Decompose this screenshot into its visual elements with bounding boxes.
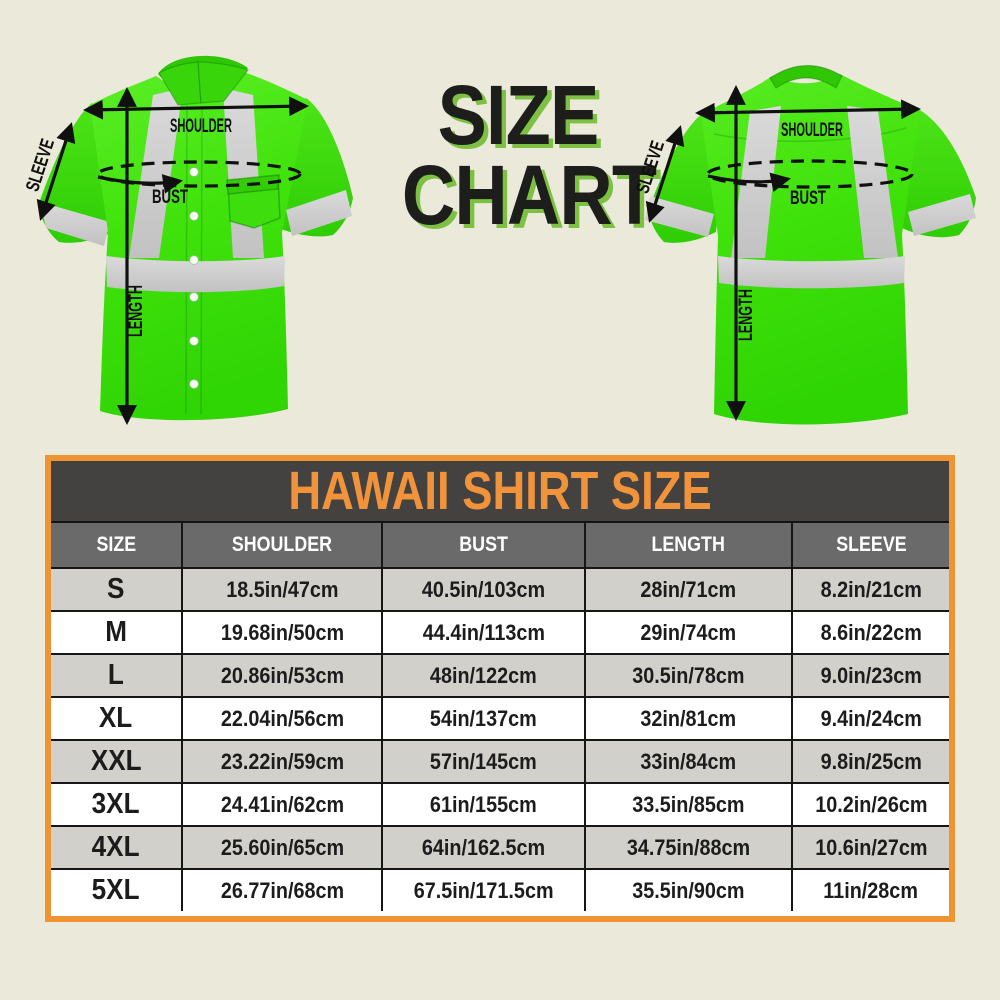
measure-cell: 24.41in/62cm: [181, 782, 383, 827]
measure-cell: 30.5in/78cm: [584, 653, 793, 698]
table-row: 5XL 26.77in/68cm 67.5in/171.5cm 35.5in/90cm…: [51, 868, 949, 912]
front-waist-stripe: [106, 256, 285, 293]
size-cell: M: [51, 610, 183, 655]
measure-cell: 33.5in/85cm: [584, 782, 793, 827]
measure-cell: 9.4in/24cm: [791, 696, 949, 741]
table-title: HAWAII SHIRT SIZE: [288, 461, 712, 521]
shirt-front-graphic: [38, 55, 353, 421]
column-header-size: SIZE: [51, 522, 183, 569]
measure-cell: 11in/28cm: [791, 868, 949, 912]
back-bust-ellipse: [706, 159, 914, 189]
page-title: SIZE CHART: [386, 68, 657, 242]
front-sleeve-arrow: [36, 122, 76, 221]
shirt-back-diagram: SHOULDER BUST SLEEVE LENGTH: [632, 64, 976, 425]
measure-cell: 33in/84cm: [584, 739, 793, 784]
measure-cell: 34.75in/88cm: [584, 825, 793, 870]
column-header-sleeve: SLEEVE: [791, 522, 949, 569]
back-waist-stripe: [718, 256, 905, 289]
measure-cell: 32in/81cm: [584, 696, 793, 741]
back-bust-arrow: [707, 172, 791, 193]
page-title-line1: SIZE: [437, 68, 600, 162]
measure-cell: 10.6in/27cm: [791, 825, 949, 870]
size-cell: 4XL: [51, 825, 183, 870]
measure-cell: 8.6in/22cm: [791, 610, 949, 655]
table-row: M 19.68in/50cm 44.4in/113cm 29in/74cm 8.6in/…: [51, 610, 949, 655]
column-header-bust: BUST: [381, 522, 586, 569]
table-row: XL 22.04in/56cm 54in/137cm 32in/81cm 9.4in/2…: [51, 696, 949, 741]
measure-cell: 35.5in/90cm: [584, 868, 793, 912]
table-row: L 20.86in/53cm 48in/122cm 30.5in/78cm 9.0in/…: [51, 653, 949, 698]
measure-cell: 22.04in/56cm: [181, 696, 383, 741]
table-row: 4XL 25.60in/65cm 64in/162.5cm 34.75in/88cm 1…: [51, 825, 949, 870]
measure-cell: 28in/71cm: [584, 567, 793, 612]
front-collar-right-flap: [197, 61, 249, 104]
measure-cell: 9.0in/23cm: [791, 653, 949, 698]
shirt-front-diagram: SHOULDER BUST SLEEVE LENGTH: [22, 55, 353, 425]
size-table-grid: SIZE SHOULDER BUST LENGTH SLEEVE S 18.5in…: [51, 522, 949, 912]
size-cell: 5XL: [51, 868, 183, 912]
measure-cell: 23.22in/59cm: [181, 739, 383, 784]
table-row: 3XL 24.41in/62cm 61in/155cm 33.5in/85cm 10.2…: [51, 782, 949, 827]
size-cell: XL: [51, 696, 183, 741]
front-left-stripe: [129, 88, 183, 258]
measure-cell: 26.77in/68cm: [181, 868, 383, 912]
size-cell: XXL: [51, 739, 183, 784]
measure-cell: 19.68in/50cm: [181, 610, 383, 655]
size-cell: S: [51, 567, 183, 612]
measure-cell: 29in/74cm: [584, 610, 793, 655]
size-cell: L: [51, 653, 183, 698]
measure-cell: 9.8in/25cm: [791, 739, 949, 784]
measure-cell: 10.2in/26cm: [791, 782, 949, 827]
column-header-shoulder: SHOULDER: [181, 522, 383, 569]
front-bust-ellipse: [96, 160, 302, 188]
back-collar: [769, 64, 843, 89]
front-collar-band: [158, 55, 248, 82]
measure-cell: 25.60in/65cm: [181, 825, 383, 870]
size-cell: 3XL: [51, 782, 183, 827]
column-header-length: LENGTH: [584, 522, 793, 569]
size-table: HAWAII SHIRT SIZE SIZE SHOULDER BUST LEN…: [45, 455, 955, 922]
back-bust-label: BUST: [790, 188, 826, 209]
header-row: SIZE SHOULDER BUST LENGTH SLEEVE: [51, 522, 949, 569]
measure-cell: 18.5in/47cm: [181, 567, 383, 612]
back-sleeve-arrow: [645, 125, 685, 223]
table-row: XXL 23.22in/59cm 57in/145cm 33in/84cm 9.8in/…: [51, 739, 949, 784]
measure-cell: 67.5in/171.5cm: [381, 868, 586, 912]
measure-cell: 64in/162.5cm: [381, 825, 586, 870]
front-right-sleeve-stripe: [286, 190, 352, 236]
size-rows: S 18.5in/47cm 40.5in/103cm 28in/71cm 8.2in/2…: [51, 567, 949, 912]
front-bust-arrow: [97, 174, 183, 194]
front-length-label: LENGTH: [126, 285, 147, 337]
table-row: S 18.5in/47cm 40.5in/103cm 28in/71cm 8.2in/2…: [51, 567, 949, 612]
back-shoulder-label: SHOULDER: [781, 120, 843, 141]
measure-cell: 40.5in/103cm: [381, 567, 586, 612]
front-placket-seam: [185, 105, 203, 415]
back-right-stripe: [847, 106, 898, 258]
page-title-line2: CHART: [401, 147, 657, 242]
measure-cell: 44.4in/113cm: [381, 610, 586, 655]
front-shoulder-label: SHOULDER: [170, 116, 232, 137]
back-length-label: LENGTH: [736, 289, 757, 341]
table-title-band: HAWAII SHIRT SIZE: [51, 461, 949, 523]
measure-cell: 61in/155cm: [381, 782, 586, 827]
measure-cell: 54in/137cm: [381, 696, 586, 741]
measure-cell: 48in/122cm: [381, 653, 586, 698]
front-bust-label: BUST: [152, 187, 188, 208]
measure-cell: 8.2in/21cm: [791, 567, 949, 612]
back-right-sleeve-stripe: [908, 194, 976, 236]
measure-cell: 20.86in/53cm: [181, 653, 383, 698]
measure-cell: 57in/145cm: [381, 739, 586, 784]
front-buttons: [189, 167, 199, 389]
